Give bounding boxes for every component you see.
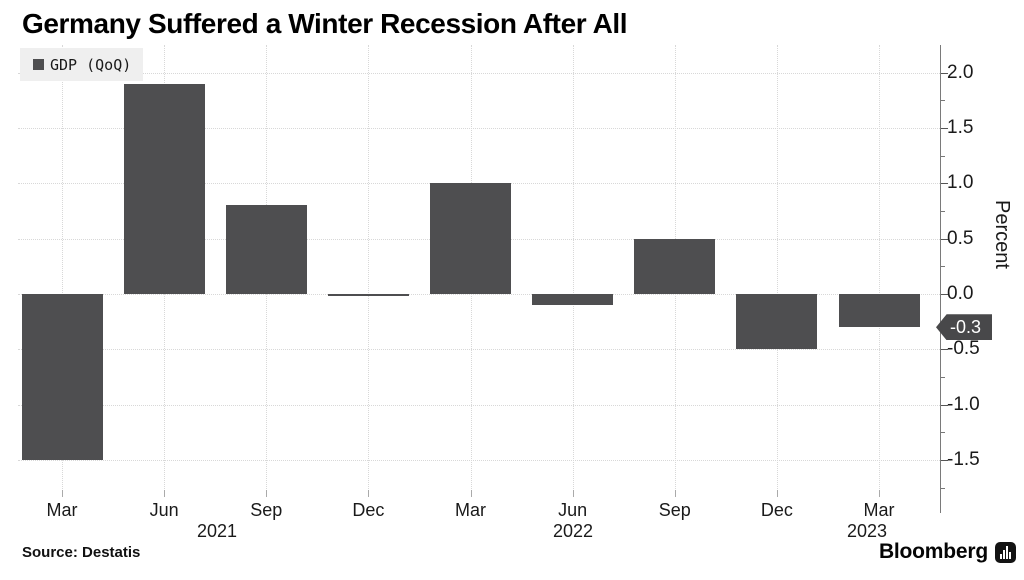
legend-series-label: GDP (QoQ) (50, 55, 132, 74)
gridline-horizontal (18, 127, 940, 129)
y-axis-minor-tick (941, 266, 945, 268)
y-axis-major-tick (941, 72, 948, 74)
gridline-vertical (776, 45, 778, 497)
gridline-vertical (368, 45, 370, 497)
y-axis-minor-tick (941, 377, 945, 378)
y-tick-label: 1.0 (947, 172, 974, 194)
y-tick-label: 2.0 (947, 61, 974, 83)
x-axis-tick (572, 490, 574, 497)
y-axis-major-tick (941, 238, 948, 240)
y-tick-label: 1.5 (947, 116, 974, 138)
x-axis-tick (62, 490, 63, 497)
y-tick-label: -0.5 (947, 338, 980, 360)
x-year-label: 2022 (552, 521, 594, 541)
gridline-vertical (572, 45, 574, 497)
x-axis-tick (164, 490, 166, 497)
source-note: Source: Destatis (22, 544, 141, 561)
bloomberg-bars-icon (995, 541, 1016, 563)
bar-dec-2021 (327, 294, 409, 296)
chart-title: Germany Suffered a Winter Recession Afte… (22, 8, 628, 39)
x-year-label: 2023 (846, 521, 888, 541)
y-axis-line (940, 45, 941, 513)
y-axis-major-tick (941, 349, 948, 351)
gridline-horizontal (18, 349, 940, 351)
y-axis-title: Percent (991, 200, 1013, 269)
bar-sep-2022 (634, 238, 716, 294)
x-tick-label: Mar (863, 500, 895, 520)
x-axis-tick (368, 490, 370, 497)
brand-lockup: Bloomberg (879, 540, 1016, 564)
x-tick-label: Jun (149, 500, 179, 520)
gridline-horizontal (18, 404, 940, 406)
y-axis-minor-tick (941, 210, 945, 212)
bar-jun-2022 (532, 294, 614, 306)
x-tick-label: Dec (760, 500, 793, 520)
bar-mar-2021 (21, 294, 103, 460)
y-axis-minor-tick (941, 100, 945, 102)
x-axis-tick (879, 490, 880, 497)
y-axis-minor-tick (941, 155, 945, 157)
y-axis-major-tick (941, 294, 948, 295)
x-axis-tick (266, 490, 268, 497)
bar-mar-2022 (430, 183, 511, 294)
gridline-vertical (62, 45, 63, 497)
legend-series-swatch-icon (33, 59, 44, 70)
x-tick-label: Sep (658, 500, 691, 520)
gridline-horizontal (18, 72, 940, 74)
x-tick-label: Mar (455, 500, 486, 520)
x-tick-label: Sep (250, 500, 283, 520)
x-axis-tick (776, 490, 778, 497)
y-axis-minor-tick (941, 487, 945, 489)
y-tick-label: 0.0 (947, 283, 974, 304)
bar-jun-2021 (123, 83, 205, 294)
x-year-label: 2021 (196, 521, 238, 541)
gridline-vertical (879, 45, 880, 497)
bar-dec-2022 (736, 294, 818, 350)
y-axis-major-tick (941, 127, 948, 129)
y-axis-major-tick (941, 183, 948, 185)
gridline-horizontal (18, 460, 940, 461)
gridline-horizontal (18, 294, 940, 295)
brand-wordmark: Bloomberg (878, 540, 988, 563)
last-value-badge: -0.3 (936, 314, 992, 341)
y-axis-major-tick (941, 460, 948, 461)
x-axis-tick (470, 490, 472, 497)
y-axis-major-tick (941, 404, 948, 406)
x-axis-tick (674, 490, 676, 497)
bar-sep-2021 (225, 205, 307, 294)
y-tick-label: 0.5 (947, 227, 974, 249)
x-tick-label: Jun (558, 500, 588, 520)
y-tick-label: -1.0 (947, 393, 980, 415)
bar-mar-2023 (838, 294, 920, 328)
y-axis-minor-tick (941, 432, 945, 434)
y-tick-label: -1.5 (947, 449, 980, 470)
legend: GDP (QoQ) (20, 48, 144, 81)
x-tick-label: Dec (352, 500, 385, 520)
x-tick-label: Mar (46, 500, 78, 520)
